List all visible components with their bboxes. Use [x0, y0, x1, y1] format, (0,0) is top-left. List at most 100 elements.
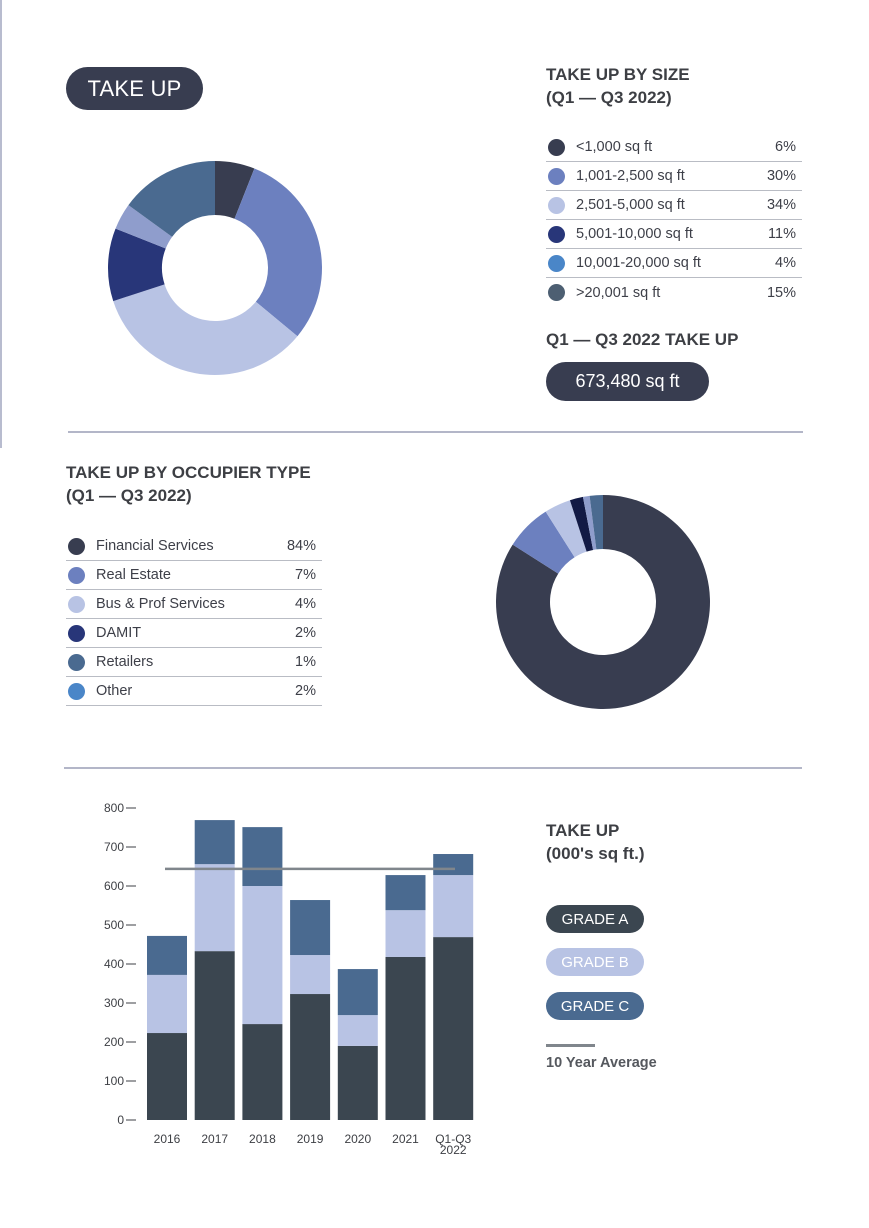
- y-tick-label: 500: [104, 918, 124, 932]
- y-tick-label: 200: [104, 1035, 124, 1049]
- color-swatch-icon: [68, 595, 85, 613]
- legend-label: DAMIT: [96, 625, 142, 641]
- legend-label: >20,001 sq ft: [576, 284, 661, 301]
- legend-label: Other: [96, 683, 133, 699]
- legend-value: 2%: [295, 683, 316, 699]
- bar-segment: [147, 1033, 187, 1120]
- size-legend-row: 5,001-10,000 sq ft 11%: [546, 220, 802, 249]
- bar-heading: TAKE UP (000's sq ft.): [546, 819, 645, 865]
- x-tick-label: 2016: [154, 1132, 181, 1146]
- total-heading: Q1 — Q3 2022 TAKE UP: [546, 330, 739, 349]
- size-legend-row: 2,501-5,000 sq ft 34%: [546, 191, 802, 220]
- legend-value: 7%: [295, 567, 316, 583]
- size-legend-row: <1,000 sq ft 6%: [546, 133, 802, 162]
- color-swatch-icon: [548, 284, 565, 301]
- legend-value: 4%: [775, 255, 796, 271]
- occupier-heading-line2: (Q1 — Q3 2022): [66, 486, 192, 505]
- donut-slice: [545, 500, 587, 558]
- grade-b-label: GRADE B: [561, 953, 629, 971]
- donut-slice: [495, 495, 710, 709]
- size-heading: TAKE UP BY SIZE (Q1 — Q3 2022): [546, 63, 690, 109]
- legend-label: 10,001-20,000 sq ft: [576, 255, 701, 271]
- bar-segment: [433, 875, 474, 938]
- donut-slice: [215, 161, 255, 219]
- donut-slice: [113, 284, 298, 375]
- grade-a-label: GRADE A: [561, 910, 629, 928]
- x-tick-label: 2020: [344, 1132, 371, 1146]
- color-swatch-icon: [68, 682, 85, 700]
- donut-slice: [108, 228, 166, 302]
- occupier-legend-row: Real Estate 7%: [66, 561, 322, 590]
- left-border-rule: [0, 0, 2, 448]
- bar-segment: [385, 956, 426, 1120]
- bar-heading-line1: TAKE UP: [546, 821, 620, 840]
- occupier-legend-row: Bus & Prof Services 4%: [66, 590, 322, 619]
- color-swatch-icon: [548, 254, 565, 272]
- legend-grade-b: GRADE B: [546, 948, 644, 976]
- legend-value: 11%: [768, 226, 796, 242]
- total-value: 673,480 sq ft: [575, 371, 680, 391]
- y-tick-label: 0: [117, 1113, 124, 1127]
- color-swatch-icon: [548, 167, 565, 185]
- bar-segment: [337, 969, 378, 1016]
- legend-label: Bus & Prof Services: [96, 596, 225, 612]
- legend-value: 6%: [775, 139, 796, 155]
- size-legend: <1,000 sq ft 6% 1,001-2,500 sq ft 30% 2,501-…: [546, 133, 802, 307]
- section-divider: [64, 767, 802, 769]
- legend-label: Real Estate: [96, 567, 171, 583]
- x-tick-label: Q1-Q3: [435, 1132, 471, 1146]
- bar-segment: [337, 1015, 378, 1046]
- legend-value: 2%: [295, 625, 316, 641]
- donut-slice: [234, 168, 322, 337]
- y-tick-label: 300: [104, 996, 124, 1010]
- grade-c-label: GRADE C: [560, 997, 630, 1015]
- color-swatch-icon: [68, 624, 85, 642]
- legend-value: 84%: [286, 538, 316, 554]
- color-swatch-icon: [68, 566, 85, 584]
- bar-segment: [433, 854, 474, 876]
- size-legend-row: >20,001 sq ft 15%: [546, 278, 802, 307]
- bar-segment: [242, 1024, 283, 1120]
- donut-slice: [128, 161, 215, 237]
- legend-value: 15%: [766, 284, 796, 301]
- page-title: TAKE UP: [87, 75, 182, 101]
- occupier-legend-row: Other 2%: [66, 677, 322, 706]
- color-swatch-icon: [548, 225, 565, 243]
- legend-label: Financial Services: [96, 538, 214, 554]
- donut-slice: [115, 205, 173, 249]
- legend-label: Retailers: [96, 654, 154, 670]
- occupier-legend-row: Financial Services 84%: [66, 532, 322, 561]
- x-tick-label: 2019: [297, 1132, 324, 1146]
- y-tick-label: 100: [104, 1074, 124, 1088]
- bar-segment: [194, 820, 235, 865]
- donut-slice: [512, 511, 575, 574]
- average-line-swatch: [546, 1044, 595, 1047]
- bar-segment: [433, 937, 474, 1120]
- x-tick-label: 2022: [440, 1143, 467, 1157]
- legend-value: 4%: [295, 596, 316, 612]
- color-swatch-icon: [548, 138, 565, 156]
- bar-segment: [290, 900, 331, 956]
- bar-segment: [242, 827, 283, 886]
- occupier-legend: Financial Services 84% Real Estate 7% Bus & …: [66, 532, 322, 706]
- size-legend-row: 10,001-20,000 sq ft 4%: [546, 249, 802, 278]
- donut-slice: [582, 495, 597, 550]
- size-legend-row: 1,001-2,500 sq ft 30%: [546, 162, 802, 191]
- size-heading-line1: TAKE UP BY SIZE: [546, 65, 690, 84]
- average-line-label: 10 Year Average: [546, 1055, 657, 1071]
- legend-label: <1,000 sq ft: [576, 139, 653, 155]
- legend-label: 2,501-5,000 sq ft: [576, 197, 685, 213]
- size-heading-line2: (Q1 — Q3 2022): [546, 88, 672, 107]
- bar-segment: [337, 1045, 378, 1120]
- donut-slice: [569, 496, 594, 552]
- take-up-title-pill: TAKE UP: [66, 67, 203, 110]
- bar-segment: [290, 955, 331, 995]
- bar-heading-line2: (000's sq ft.): [546, 844, 645, 863]
- bar-segment: [194, 864, 235, 952]
- x-tick-label: 2018: [249, 1132, 276, 1146]
- color-swatch-icon: [68, 537, 85, 555]
- occupier-legend-row: DAMIT 2%: [66, 619, 322, 648]
